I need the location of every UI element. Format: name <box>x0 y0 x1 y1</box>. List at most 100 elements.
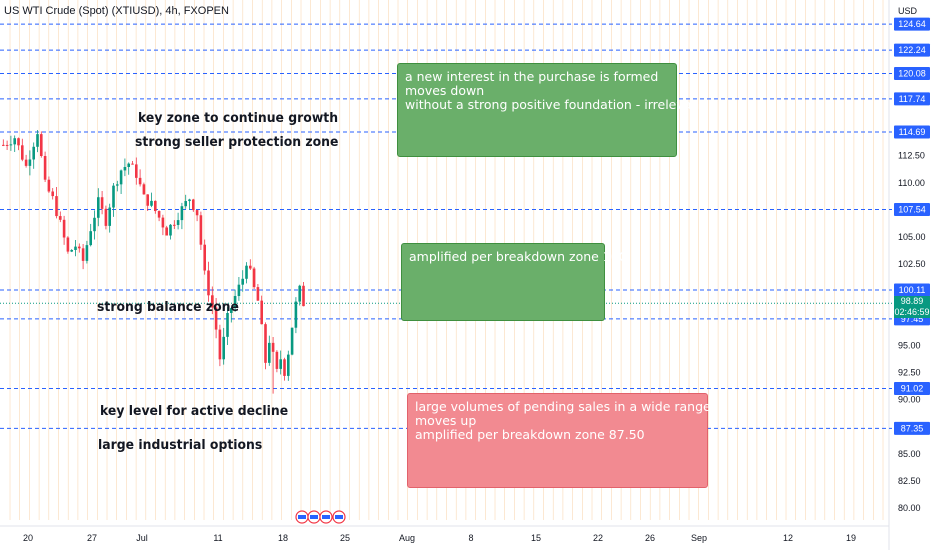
candle-body <box>173 224 176 226</box>
candle-body <box>271 342 275 352</box>
y-tick-label: 85.00 <box>898 449 921 459</box>
event-flag-band <box>298 515 306 519</box>
candle-body <box>161 217 165 228</box>
candle-body <box>294 301 298 328</box>
y-tick-label: 90.00 <box>898 395 921 405</box>
candle-body <box>260 300 263 325</box>
candle-body <box>192 199 195 211</box>
candles <box>2 130 305 394</box>
candle-body <box>9 144 13 146</box>
candle-body <box>302 285 305 307</box>
candle-body <box>150 200 153 206</box>
candle-body <box>66 237 70 252</box>
note-pending-sales[interactable]: large volumes of pending sales in a wide… <box>407 393 711 488</box>
candle-body <box>78 246 81 249</box>
candle-body <box>154 200 157 212</box>
candle-body <box>5 144 9 146</box>
candle-body <box>146 194 149 206</box>
label-industrial: large industrial options <box>98 437 263 453</box>
level-tag <box>894 92 930 106</box>
candle-body <box>298 285 301 302</box>
candle-body <box>279 359 282 369</box>
candle-body <box>24 159 28 166</box>
candle-body <box>32 146 35 160</box>
note-line: moves down <box>405 83 485 98</box>
candle-body <box>108 207 111 226</box>
label-balance-zone: strong balance zone <box>97 299 239 315</box>
candle-body <box>135 164 138 178</box>
y-tick-label: 80.00 <box>898 503 921 513</box>
candle-body <box>218 329 222 360</box>
y-tick-label: 105.00 <box>898 232 926 242</box>
candle-body <box>55 196 58 217</box>
candle-body <box>203 244 206 271</box>
countdown: 02:46:59 <box>894 307 930 317</box>
candle-body <box>230 308 233 313</box>
candle-body <box>165 227 168 236</box>
candle-body <box>51 191 54 197</box>
candle-body <box>287 354 290 376</box>
y-tick-label: 102.50 <box>898 259 926 269</box>
candle-body <box>188 199 191 202</box>
candle-body <box>211 295 214 308</box>
candle-body <box>195 210 199 216</box>
event-flags <box>295 510 346 524</box>
note-line: amplified per breakdown zone 100 <box>409 249 627 264</box>
candle-body <box>62 219 66 238</box>
candle-body <box>222 336 225 360</box>
level-value: 100.11 <box>899 285 926 295</box>
level-value: 114.69 <box>899 127 926 137</box>
candle-body <box>180 206 184 221</box>
candle-body <box>2 144 5 146</box>
candle-body <box>241 278 244 285</box>
label-decline-level: key level for active decline <box>100 403 289 419</box>
level-value: 117.74 <box>899 94 926 104</box>
candle-body <box>13 138 16 145</box>
label-seller-zone: strong seller protection zone <box>135 134 339 150</box>
candle-body <box>226 312 229 337</box>
x-tick-label: 18 <box>278 533 288 543</box>
x-tick-label: Sep <box>691 533 707 543</box>
candle-body <box>47 179 51 192</box>
y-axis: 112.50 110.00 105.00 102.50 95.00 92.50 90.00 8… <box>898 151 926 513</box>
x-tick-label: 8 <box>468 533 473 543</box>
candle-body <box>104 208 108 226</box>
candle-body <box>43 155 47 180</box>
candle-body <box>40 134 43 156</box>
currency-label: USD <box>898 6 918 16</box>
candle-body <box>283 359 286 376</box>
level-value: 124.64 <box>898 19 926 29</box>
level-tag <box>894 43 930 57</box>
y-tick-label: 92.50 <box>898 367 921 377</box>
level-value: 120.08 <box>898 69 926 79</box>
level-tag <box>894 17 930 31</box>
level-value: 87.35 <box>901 423 924 433</box>
candle-body <box>89 231 92 246</box>
current-price-tag: 98.89 02:46:59 <box>894 296 930 318</box>
candle-body <box>21 145 24 160</box>
candle-body <box>264 324 267 363</box>
candle-body <box>74 246 77 250</box>
event-flag-band <box>335 515 343 519</box>
candle-body <box>268 342 271 363</box>
x-tick-label: Aug <box>399 533 415 543</box>
label-key-zone: key zone to continue growth <box>138 110 339 126</box>
x-tick-label: Jul <box>136 533 148 543</box>
candle-body <box>249 265 252 269</box>
x-tick-label: 15 <box>531 533 541 543</box>
note-breakdown-100[interactable]: amplified per breakdown zone 100 <box>401 243 627 321</box>
candle-body <box>169 224 172 236</box>
candle-body <box>214 307 218 330</box>
event-flag-band <box>322 515 330 519</box>
x-tick-label: 19 <box>846 533 856 543</box>
level-value: 122.24 <box>898 45 926 55</box>
x-tick-label: 26 <box>645 533 655 543</box>
levels: 124.64 122.24 120.08 117.74 114.69 107.54 100.… <box>0 17 930 435</box>
note-purchase-interest[interactable]: a new interest in the purchase is formed… <box>397 63 704 157</box>
level-tag <box>894 67 930 81</box>
note-line: moves up <box>415 413 477 428</box>
level-tag <box>894 283 930 297</box>
candle-body <box>207 270 210 296</box>
candle-body <box>275 351 279 369</box>
